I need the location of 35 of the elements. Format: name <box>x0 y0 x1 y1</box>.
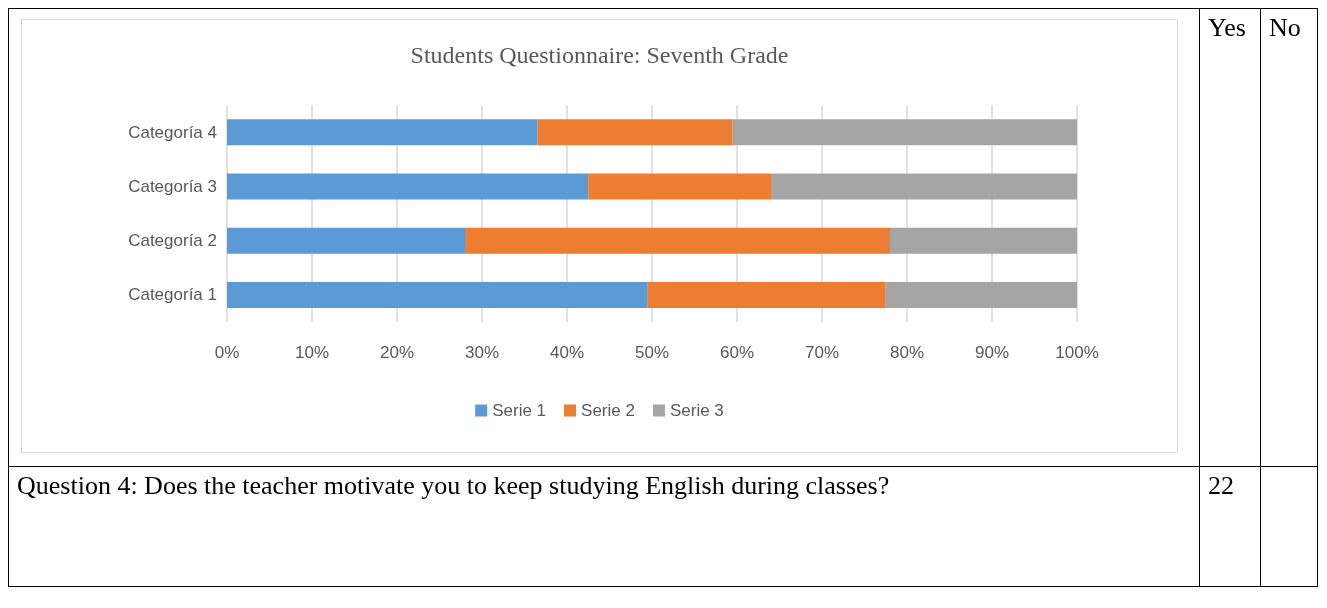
bar <box>771 173 1077 200</box>
bar <box>227 227 465 254</box>
bar <box>588 173 771 200</box>
bar <box>537 119 733 146</box>
x-tick-label: 20% <box>379 343 415 362</box>
bar <box>227 119 538 146</box>
text: No <box>1260 8 1318 467</box>
bar <box>227 173 589 200</box>
legend-label: Serie 3 <box>669 401 724 420</box>
bar <box>465 227 890 254</box>
bar <box>732 119 1077 146</box>
legend-label: Serie 1 <box>492 401 547 420</box>
bar <box>890 227 1077 254</box>
x-tick-label: 60% <box>719 343 755 362</box>
x-tick-label: 0% <box>214 343 240 362</box>
legend-label: Serie 2 <box>581 401 635 420</box>
x-tick-label: 30% <box>464 343 500 362</box>
text: Yes <box>1199 8 1261 467</box>
x-tick-label: 10% <box>294 343 330 362</box>
y-tick-label: Categoría 2 <box>128 231 217 251</box>
text: 22 <box>1199 466 1261 587</box>
bar <box>885 281 1077 308</box>
y-tick-label: Categoría 3 <box>128 176 217 196</box>
x-tick-label: 80% <box>889 343 925 362</box>
x-tick-label: 40% <box>549 343 585 362</box>
bar <box>227 281 648 308</box>
x-tick-label: 100% <box>1055 343 1099 362</box>
x-tick-label: 50% <box>634 343 670 362</box>
chart-title: Students Questionnaire: Seventh Grade <box>410 42 789 68</box>
y-tick-label: Categoría 1 <box>128 285 217 305</box>
x-tick-label: 90% <box>974 343 1010 362</box>
bar <box>647 281 886 308</box>
x-tick-label: 70% <box>804 343 840 362</box>
y-tick-label: Categoría 4 <box>128 122 217 142</box>
text: Question 4: Does the teacher motivate you to keep studying English during classes? <box>8 466 1200 587</box>
